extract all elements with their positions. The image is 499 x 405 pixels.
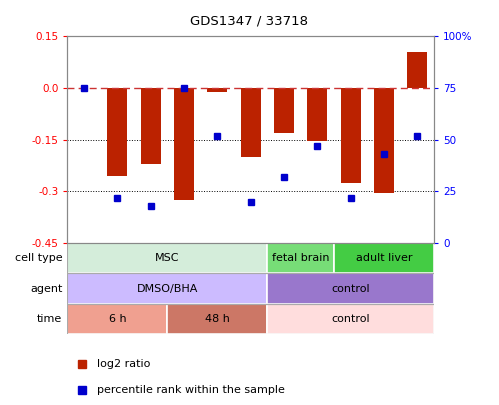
Bar xyxy=(267,273,434,304)
Bar xyxy=(267,304,434,334)
Bar xyxy=(241,88,261,157)
Bar xyxy=(67,243,267,273)
Text: percentile rank within the sample: percentile rank within the sample xyxy=(97,386,284,395)
Text: cell type: cell type xyxy=(15,253,62,263)
Text: 48 h: 48 h xyxy=(205,314,230,324)
Bar xyxy=(408,52,428,88)
Bar xyxy=(208,88,228,92)
Text: GDS1347 / 33718: GDS1347 / 33718 xyxy=(191,14,308,27)
Text: control: control xyxy=(331,314,370,324)
Bar xyxy=(67,243,434,273)
Text: DMSO/BHA: DMSO/BHA xyxy=(137,284,198,294)
Text: MSC: MSC xyxy=(155,253,180,263)
Text: 6 h: 6 h xyxy=(109,314,126,324)
Bar xyxy=(67,304,434,334)
Text: control: control xyxy=(331,284,370,294)
Bar xyxy=(307,88,327,141)
Bar xyxy=(67,304,167,334)
Text: log2 ratio: log2 ratio xyxy=(97,359,150,369)
Bar xyxy=(341,88,361,183)
Bar xyxy=(67,273,434,304)
Bar xyxy=(334,243,434,273)
Bar xyxy=(167,304,267,334)
Bar xyxy=(174,88,194,200)
Bar xyxy=(274,88,294,133)
Bar xyxy=(67,273,267,304)
Bar xyxy=(107,88,127,176)
Text: fetal brain: fetal brain xyxy=(272,253,329,263)
Bar xyxy=(374,88,394,193)
Bar xyxy=(141,88,161,164)
Text: time: time xyxy=(37,314,62,324)
Bar xyxy=(267,243,334,273)
Text: adult liver: adult liver xyxy=(356,253,412,263)
Text: agent: agent xyxy=(30,284,62,294)
